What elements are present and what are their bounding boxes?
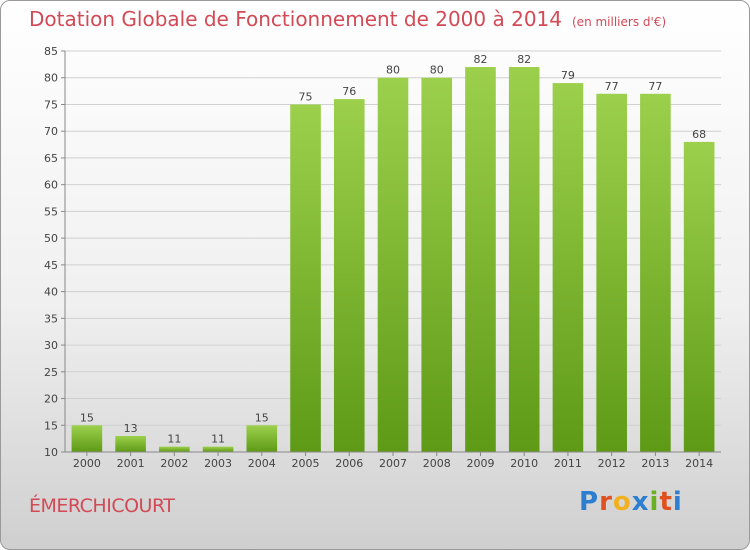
x-tick-label: 2002 <box>160 457 188 470</box>
y-tick-label: 65 <box>44 152 58 165</box>
x-tick-label: 2003 <box>204 457 232 470</box>
x-tick-label: 2011 <box>554 457 582 470</box>
logo-letter: P <box>579 487 600 517</box>
title-text: Dotation Globale de Fonctionnement de 20… <box>29 7 562 31</box>
bar <box>640 93 671 453</box>
x-tick-label: 2013 <box>641 457 669 470</box>
x-tick-label: 2004 <box>248 457 276 470</box>
logo-letter: x <box>631 487 650 517</box>
x-tick-label: 2009 <box>466 457 494 470</box>
x-tick-label: 2012 <box>598 457 626 470</box>
data-label: 11 <box>211 433 225 446</box>
bar <box>290 104 321 452</box>
logo-letter: t <box>659 487 673 517</box>
y-tick-label: 40 <box>44 286 58 299</box>
x-tick-label: 2008 <box>423 457 451 470</box>
data-label: 11 <box>167 433 181 446</box>
bar <box>377 77 409 452</box>
bar <box>683 141 715 453</box>
bar <box>465 67 496 452</box>
y-tick-label: 20 <box>44 393 58 406</box>
x-tick-label: 2006 <box>335 457 363 470</box>
y-tick-label: 30 <box>44 339 58 352</box>
commune-name: ÉMERCHICOURT <box>29 495 175 517</box>
data-label: 68 <box>692 128 706 141</box>
data-label: 15 <box>255 411 269 424</box>
bar <box>202 446 234 452</box>
bar <box>115 435 146 452</box>
data-label: 80 <box>386 64 400 77</box>
data-label: 77 <box>648 80 662 93</box>
y-tick-label: 85 <box>44 45 58 58</box>
bar <box>596 93 627 453</box>
y-tick-label: 75 <box>44 98 58 111</box>
x-tick-label: 2005 <box>292 457 320 470</box>
bar <box>508 67 540 452</box>
x-tick-label: 2001 <box>117 457 145 470</box>
logo-letter: r <box>599 487 613 517</box>
y-tick-label: 25 <box>44 366 58 379</box>
y-tick-label: 60 <box>44 179 58 192</box>
bar <box>71 425 103 452</box>
bar <box>421 77 453 452</box>
bar <box>159 446 190 452</box>
y-tick-label: 55 <box>44 205 58 218</box>
data-label: 13 <box>124 422 138 435</box>
data-label: 15 <box>80 411 94 424</box>
logo-letter: o <box>612 487 632 517</box>
bar <box>552 83 584 452</box>
data-label: 76 <box>342 85 356 98</box>
chart-title: Dotation Globale de Fonctionnement de 20… <box>29 7 666 31</box>
y-tick-label: 50 <box>44 232 58 245</box>
data-label: 80 <box>430 64 444 77</box>
y-tick-label: 80 <box>44 72 58 85</box>
x-tick-label: 2007 <box>379 457 407 470</box>
proxiti-logo: Proxiti <box>579 487 683 517</box>
data-label: 77 <box>605 80 619 93</box>
x-tick-label: 2010 <box>510 457 538 470</box>
y-tick-label: 15 <box>44 419 58 432</box>
y-tick-label: 45 <box>44 259 58 272</box>
data-label: 75 <box>299 90 313 103</box>
logo-letter: i <box>649 487 660 517</box>
data-label: 82 <box>517 53 531 66</box>
logo-letter: i <box>672 487 683 517</box>
x-tick-label: 2014 <box>685 457 713 470</box>
y-tick-label: 35 <box>44 312 58 325</box>
bar <box>333 99 365 453</box>
data-label: 82 <box>473 53 487 66</box>
data-label: 79 <box>561 69 575 82</box>
title-unit: (en milliers d'€) <box>572 15 667 29</box>
y-tick-label: 10 <box>44 446 58 459</box>
y-tick-label: 70 <box>44 125 58 138</box>
bar <box>246 425 278 452</box>
x-tick-label: 2000 <box>73 457 101 470</box>
